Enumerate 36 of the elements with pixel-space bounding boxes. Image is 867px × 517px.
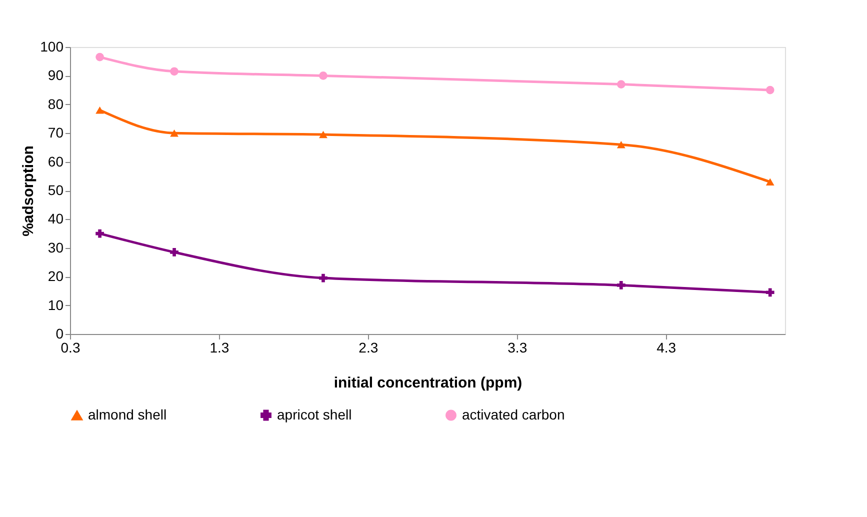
point	[319, 72, 328, 80]
x-tick-label: 1.3	[210, 340, 230, 356]
legend-label: activated carbon	[462, 406, 565, 422]
x-tick-label: 0.3	[60, 340, 80, 356]
y-tick-label: 20	[48, 268, 64, 284]
x-tick-label: 4.3	[656, 340, 676, 356]
point	[766, 86, 774, 94]
point	[616, 80, 626, 88]
point	[96, 229, 104, 238]
y-tick-label: 30	[48, 239, 64, 256]
point	[170, 67, 178, 76]
point	[319, 274, 328, 282]
point	[96, 52, 104, 62]
legend-label: almond shell	[88, 406, 167, 423]
y-tick-label: 50	[48, 182, 64, 198]
y-tick-label: 60	[48, 153, 64, 170]
point	[319, 130, 328, 138]
point	[96, 106, 104, 114]
y-tick-label: 90	[48, 67, 64, 84]
y-tick-label: 0	[56, 326, 64, 342]
y-tick-label: 70	[48, 124, 64, 141]
point	[616, 281, 626, 290]
point	[766, 178, 774, 186]
y-axis-title: %adsorption	[20, 146, 38, 236]
x-tick-label: 2.3	[358, 340, 378, 356]
y-tick-label: 40	[48, 210, 64, 227]
point	[616, 140, 626, 148]
point	[170, 129, 178, 137]
x-tick-label: 3.3	[508, 340, 528, 356]
x-axis-title: initial concentration (ppm)	[334, 374, 522, 392]
point	[170, 248, 178, 256]
point	[766, 288, 774, 297]
legend-label: apricot shell	[277, 406, 352, 422]
y-tick-label: 100	[40, 38, 64, 54]
y-tick-label: 80	[48, 96, 64, 112]
y-tick-label: 10	[48, 296, 64, 313]
